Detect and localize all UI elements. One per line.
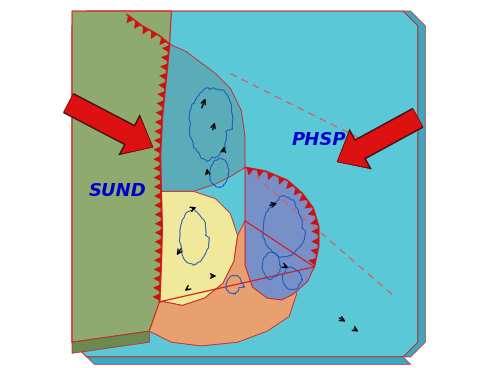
Polygon shape xyxy=(278,177,285,185)
Polygon shape xyxy=(72,11,172,342)
Polygon shape xyxy=(159,37,167,45)
Polygon shape xyxy=(143,26,149,35)
Polygon shape xyxy=(153,174,161,181)
Polygon shape xyxy=(154,248,162,255)
Polygon shape xyxy=(310,248,318,255)
Polygon shape xyxy=(134,21,141,29)
Polygon shape xyxy=(153,156,161,163)
Polygon shape xyxy=(268,172,274,180)
Polygon shape xyxy=(160,191,238,305)
Polygon shape xyxy=(155,220,162,227)
Polygon shape xyxy=(158,82,166,89)
Polygon shape xyxy=(151,31,158,39)
Polygon shape xyxy=(155,229,162,236)
Polygon shape xyxy=(126,15,134,23)
Polygon shape xyxy=(304,201,313,209)
Polygon shape xyxy=(161,54,169,61)
FancyArrow shape xyxy=(64,94,153,154)
Polygon shape xyxy=(154,137,161,144)
Polygon shape xyxy=(153,165,161,172)
Polygon shape xyxy=(153,275,161,282)
Polygon shape xyxy=(308,209,316,216)
Polygon shape xyxy=(245,167,318,300)
Polygon shape xyxy=(153,284,160,291)
Polygon shape xyxy=(308,258,316,265)
Text: SUND: SUND xyxy=(89,183,147,200)
FancyArrow shape xyxy=(63,93,153,155)
Polygon shape xyxy=(155,119,162,126)
Polygon shape xyxy=(152,294,160,301)
Polygon shape xyxy=(311,228,318,235)
Polygon shape xyxy=(72,331,149,353)
Polygon shape xyxy=(153,146,161,153)
Polygon shape xyxy=(311,238,318,245)
Polygon shape xyxy=(154,257,161,264)
FancyArrow shape xyxy=(337,108,423,169)
Polygon shape xyxy=(154,183,161,190)
FancyArrow shape xyxy=(337,109,423,168)
Polygon shape xyxy=(310,218,318,225)
Polygon shape xyxy=(162,45,170,52)
Polygon shape xyxy=(157,91,165,98)
Polygon shape xyxy=(160,64,168,71)
Polygon shape xyxy=(154,202,162,209)
Polygon shape xyxy=(294,188,301,195)
Polygon shape xyxy=(160,44,245,191)
Polygon shape xyxy=(149,221,296,346)
Polygon shape xyxy=(156,100,164,107)
Polygon shape xyxy=(154,266,161,273)
Polygon shape xyxy=(159,73,167,80)
Text: PHSP: PHSP xyxy=(291,131,346,149)
Polygon shape xyxy=(154,238,162,245)
Polygon shape xyxy=(154,192,161,199)
Polygon shape xyxy=(87,357,411,364)
Polygon shape xyxy=(286,181,294,189)
Polygon shape xyxy=(257,170,264,177)
Polygon shape xyxy=(154,128,162,135)
Polygon shape xyxy=(155,110,163,117)
Polygon shape xyxy=(246,168,254,176)
Polygon shape xyxy=(403,11,425,357)
Polygon shape xyxy=(299,194,307,201)
Polygon shape xyxy=(154,211,162,218)
Polygon shape xyxy=(72,11,418,357)
